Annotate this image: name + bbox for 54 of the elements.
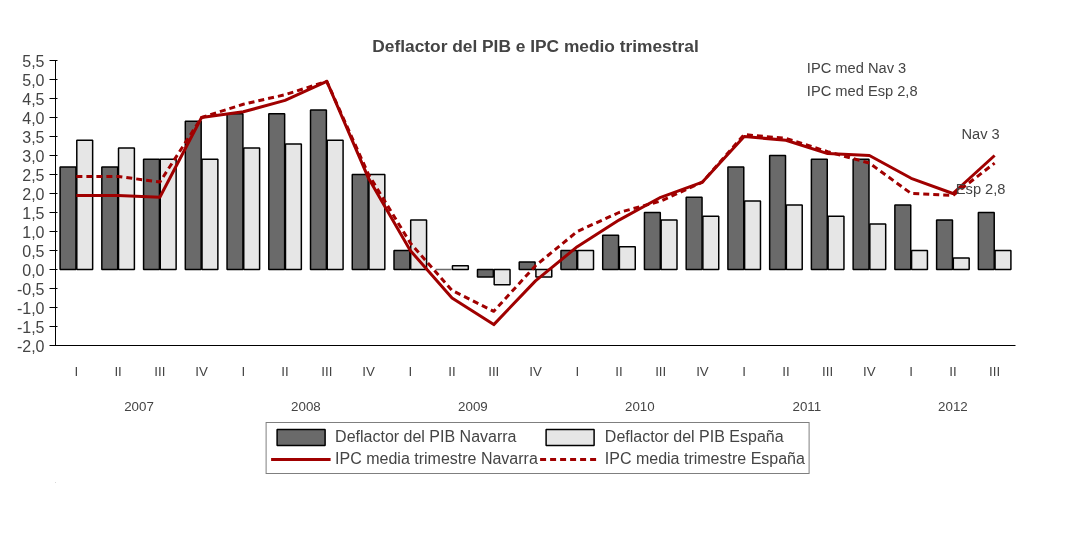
- y-tick-label: 4,0: [22, 109, 45, 127]
- x-tick-label: I: [408, 363, 413, 379]
- x-tick-label: III: [154, 363, 166, 379]
- x-tick-label: III: [321, 363, 333, 379]
- text: 2007: [124, 398, 154, 414]
- text: 2011: [792, 398, 822, 414]
- text: 2008: [291, 398, 321, 414]
- x-tick-label: I: [575, 363, 580, 379]
- annotation: Nav 3: [961, 125, 1000, 142]
- y-tick-label: 0,0: [22, 261, 45, 279]
- x-tick-label: IV: [195, 363, 208, 379]
- annotation: IPC med Esp 2,8: [806, 82, 918, 99]
- chart-title: Deflactor del PIB e IPC medio trimestral: [372, 35, 699, 56]
- y-tick-label: 1,5: [22, 204, 45, 222]
- x-tick-label: II: [114, 363, 122, 379]
- y-tick-label: 5,0: [22, 71, 45, 89]
- text: 2010: [625, 398, 655, 414]
- y-tick-label: 4,5: [22, 90, 45, 108]
- y-tick-label: 3,5: [22, 128, 45, 146]
- x-tick-label: II: [949, 363, 957, 379]
- x-tick-label: I: [742, 363, 747, 379]
- x-tick-label: II: [782, 363, 790, 379]
- annotation: IPC med Nav 3: [806, 59, 907, 76]
- x-tick-label: II: [615, 363, 623, 379]
- legend-label: Deflactor del PIB Navarra: [335, 428, 517, 446]
- legend-label: Deflactor del PIB España: [604, 428, 784, 446]
- y-tick-label: 2,0: [22, 185, 45, 203]
- x-tick-label: I: [909, 363, 913, 379]
- y-tick-label: -1,0: [16, 299, 45, 317]
- y-tick-label: 2,5: [22, 166, 45, 184]
- x-tick-label: IV: [529, 363, 542, 379]
- x-tick-label: IV: [362, 363, 375, 379]
- bar: [451, 264, 470, 271]
- text: 2012: [938, 398, 968, 414]
- y-tick-label: 1,0: [22, 223, 45, 241]
- x-tick-label: III: [655, 363, 667, 379]
- legend-label: IPC media trimestre España: [604, 450, 805, 468]
- y-tick-label: -2,0: [16, 337, 45, 355]
- x-tick-label: IV: [863, 363, 876, 379]
- x-tick-label: III: [822, 363, 834, 379]
- y-tick-label: 5,5: [22, 52, 45, 70]
- x-tick-label: III: [989, 363, 1001, 379]
- y-tick-label: -1,5: [16, 318, 45, 336]
- y-tick-label: 0,5: [22, 242, 45, 260]
- x-tick-label: I: [74, 363, 79, 379]
- x-tick-label: III: [488, 363, 500, 379]
- y-tick-label: 3,0: [22, 147, 45, 165]
- x-tick-label: II: [448, 363, 456, 379]
- x-tick-label: IV: [696, 363, 709, 379]
- x-tick-label: II: [281, 363, 289, 379]
- y-tick-label: -0,5: [16, 280, 45, 298]
- legend-label: IPC media trimestre Navarra: [335, 450, 538, 468]
- x-tick-label: I: [241, 363, 246, 379]
- text: 2009: [458, 398, 488, 414]
